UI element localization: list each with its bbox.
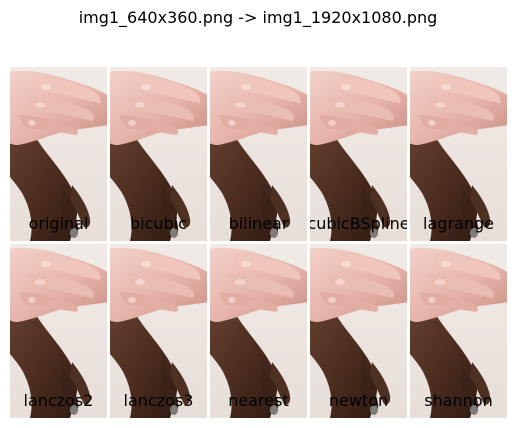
image-panel: bicubic: [110, 67, 207, 241]
image-grid: original bicubic bilinear cubicBSpline l…: [10, 67, 507, 418]
panel-label: newton: [328, 391, 389, 410]
panel-label: cubicBSpline: [310, 214, 407, 233]
panel-label: lanczos2: [23, 391, 94, 410]
figure-title: img1_640x360.png -> img1_1920x1080.png: [78, 8, 438, 27]
image-panel: cubicBSpline: [310, 67, 407, 241]
image-panel: newton: [310, 244, 407, 418]
panel-label: nearest: [228, 391, 289, 410]
image-panel: shannon: [410, 244, 507, 418]
image-panel: lagrange: [410, 67, 507, 241]
image-panel: bilinear: [210, 67, 307, 241]
panel-label: bilinear: [228, 214, 289, 233]
panel-label: lagrange: [423, 214, 494, 233]
panel-label: original: [28, 214, 89, 233]
image-panel: nearest: [210, 244, 307, 418]
image-panel: lanczos2: [10, 244, 107, 418]
panel-label: bicubic: [130, 214, 187, 233]
image-panel: original: [10, 67, 107, 241]
image-panel: lanczos3: [110, 244, 207, 418]
panel-label: shannon: [424, 391, 493, 410]
panel-label: lanczos3: [123, 391, 194, 410]
